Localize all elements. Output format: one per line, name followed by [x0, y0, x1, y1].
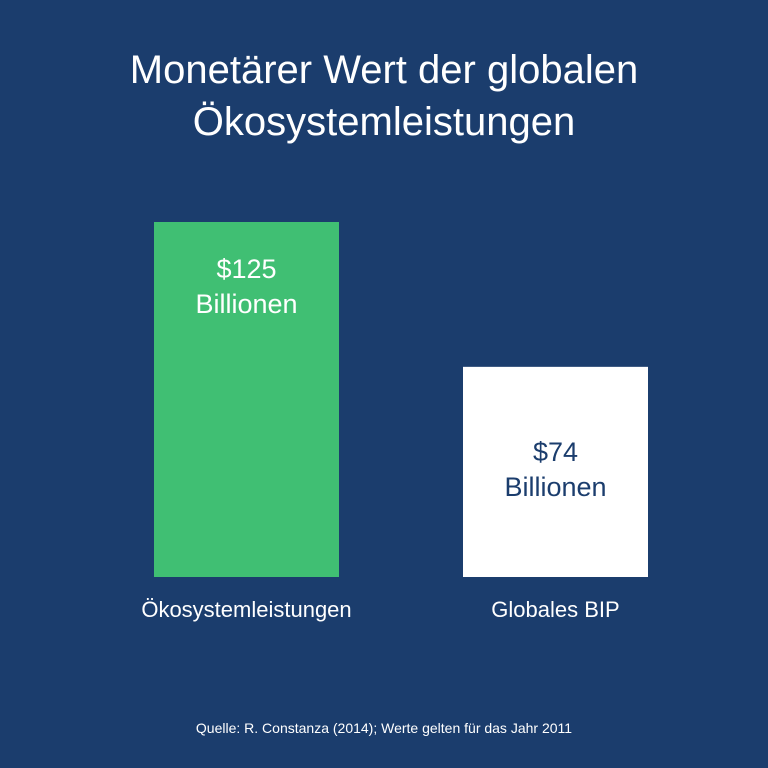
bar-value-label-2-line-1: $74: [533, 437, 578, 467]
bar-value-label-1-line-2: Billionen: [195, 289, 297, 319]
bar-value-label-2-line-2: Billionen: [504, 472, 606, 502]
category-label-2: Globales BIP: [491, 597, 619, 622]
bar-globales-bip: [463, 366, 648, 577]
chart-title-line-1: Monetärer Wert der globalen: [129, 48, 639, 92]
category-label-1: Ökosystemleistungen: [141, 597, 351, 622]
bar-value-label-1-line-1: $125: [216, 254, 276, 284]
chart-title-line-2: Ökosystemleistungen: [192, 100, 576, 144]
bar-oekosystemleistungen: [154, 222, 339, 577]
chart-title: Monetärer Wert der globalen Ökosystemlei…: [0, 44, 768, 148]
source-note: Quelle: R. Constanza (2014); Werte gelte…: [195, 720, 573, 736]
